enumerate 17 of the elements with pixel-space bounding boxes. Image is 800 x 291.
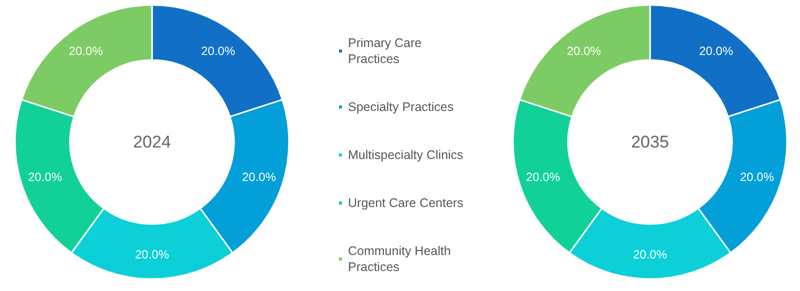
- slice-label: 2024: [133, 132, 171, 152]
- data-label: 20.0%: [740, 170, 774, 184]
- data-label: 20.0%: [699, 44, 734, 58]
- legend-label: Specialty Practices: [348, 100, 454, 114]
- legend-label: Multispecialty Clinics: [348, 148, 464, 162]
- data-label: 20.0%: [526, 170, 560, 184]
- legend-label: Urgent Care Centers: [348, 196, 464, 210]
- data-label: 20.0%: [566, 44, 602, 58]
- data-label: 20.0%: [242, 170, 276, 184]
- data-label: 20.0%: [28, 170, 62, 184]
- slice-label: 2035: [631, 132, 669, 152]
- data-label: 20.0%: [632, 248, 668, 262]
- data-label: 20.0%: [134, 248, 170, 262]
- legend-label: Community Health Practices: [348, 244, 454, 274]
- data-label: 20.0%: [68, 44, 104, 58]
- data-label: 20.0%: [201, 44, 236, 58]
- legend-label: Primary Care Practices: [348, 36, 426, 66]
